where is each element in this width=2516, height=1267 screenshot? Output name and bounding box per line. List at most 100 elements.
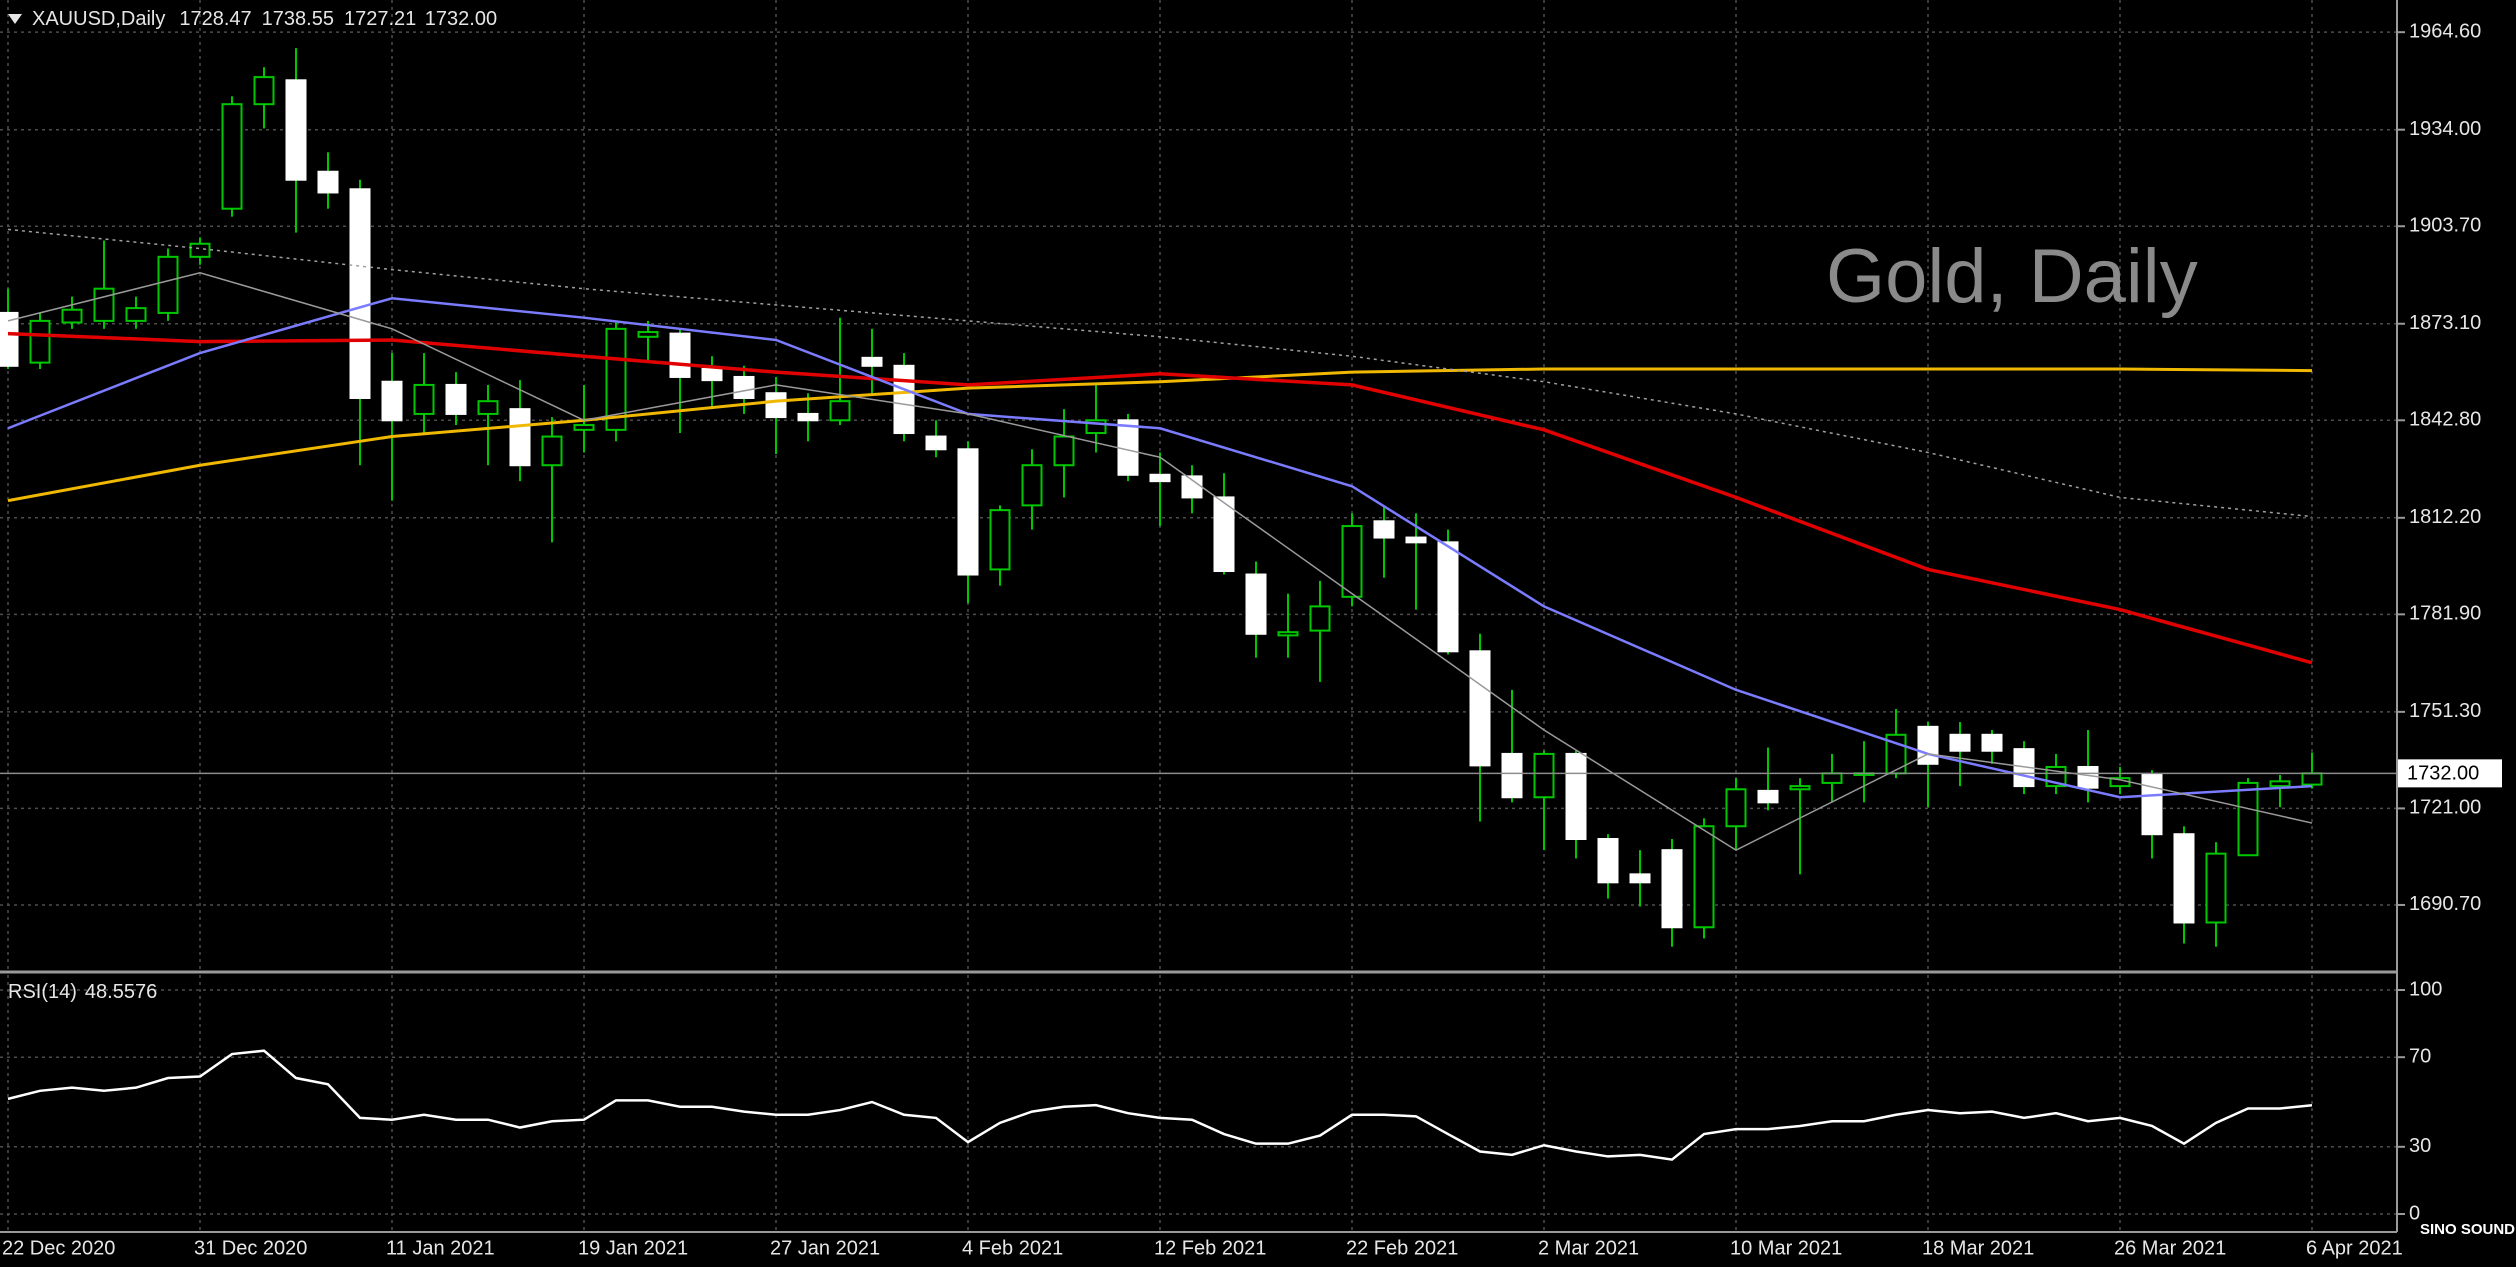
rsi-title: RSI(14) [8,981,77,1003]
candle-body [1789,785,1811,791]
y-tick-label: 1964.60 [2409,20,2481,42]
moving-average-line [7,367,2313,503]
candle-body [29,319,51,364]
x-tick-label: 19 Jan 2021 [578,1237,688,1259]
candle-body [765,392,787,419]
candle-body [1405,536,1427,544]
watermark-title: Gold, Daily [1826,234,2198,319]
y-tick-label: 1903.70 [2409,215,2481,237]
candle-body [1021,464,1043,507]
last-price-tag [2398,759,2502,788]
candle-body [1981,733,2003,752]
candle-body [1149,473,1171,483]
candle-body [253,76,275,106]
candle-body [2237,781,2259,857]
x-tick-label: 4 Feb 2021 [962,1237,1063,1259]
candle-body [0,311,19,367]
candle-body [93,287,115,322]
candle-body [861,356,883,367]
candle-body [1309,605,1331,632]
candle-body [61,308,83,324]
mark-layer [0,48,2397,1161]
y-tick-label: 0 [2409,1202,2420,1224]
candle-body [1757,789,1779,804]
x-tick-label: 6 Apr 2021 [2306,1237,2403,1259]
x-tick-label: 10 Mar 2021 [1730,1237,1842,1259]
y-tick-label: 1781.90 [2409,603,2481,625]
header-high: 1738.55 [262,8,334,30]
candle-body [1277,631,1299,637]
candle-body [2301,772,2323,786]
candle-body [477,400,499,415]
y-tick-label: 1812.20 [2409,506,2481,528]
candle-body [957,448,979,576]
x-tick-label: 27 Jan 2021 [770,1237,880,1259]
candle-body [1245,573,1267,635]
y-tick-label: 1721.00 [2409,797,2481,819]
candle-body [1469,650,1491,767]
candle-body [1341,525,1363,598]
x-tick-label: 22 Feb 2021 [1346,1237,1458,1259]
moving-average-line [7,271,2313,852]
candle-body [1117,419,1139,476]
x-tick-label: 22 Dec 2020 [2,1237,115,1259]
candle-body [1949,733,1971,752]
candle-body [2173,833,2195,924]
candle-body [1597,837,1619,884]
grid-layer [0,0,2397,1232]
y-tick-label: 100 [2409,978,2442,1000]
candle-body [1565,752,1587,840]
candle-body [1053,435,1075,467]
candle-body [1693,825,1715,929]
collapse-arrow [8,14,22,24]
candle-body [797,412,819,422]
y-tick-label: 30 [2409,1135,2431,1157]
x-tick-label: 11 Jan 2021 [386,1237,495,1259]
y-tick-label: 1934.00 [2409,118,2481,140]
candle-body [349,188,371,399]
candle-body [573,424,595,431]
candle-body [829,400,851,422]
candle-body [285,79,307,181]
candle-body [1501,752,1523,799]
candle-body [157,255,179,314]
candle-body [317,170,339,194]
y-tick-label: 70 [2409,1045,2431,1067]
last-price-label: 1732.00 [2407,763,2479,785]
rsi-header: RSI(14) 48.5576 [8,981,157,1003]
chart-header: XAUUSD,Daily 1728.47 1738.55 1727.21 1732.00 [32,8,497,30]
header-open: 1728.47 [179,8,251,30]
y-tick-label: 1873.10 [2409,312,2481,334]
candle-body [221,103,243,210]
candle-body [125,307,147,322]
candle-body [2205,852,2227,924]
rsi-line [7,1049,2313,1161]
candle-body [925,435,947,451]
candle-body [509,408,531,467]
candle-body [1821,772,1843,784]
candle-body [445,383,467,415]
candle-body [1373,520,1395,539]
candle-body [1917,725,1939,765]
candle-body [189,242,211,258]
moving-average-line [7,228,2313,518]
candle-body [2141,773,2163,836]
candle-body [2077,765,2099,789]
rsi-value: 48.5576 [85,981,157,1003]
x-tick-label: 2 Mar 2021 [1538,1237,1639,1259]
candle-body [669,332,691,378]
candle-body [989,509,1011,571]
x-tick-label: 31 Dec 2020 [194,1237,307,1259]
header-low: 1727.21 [344,8,416,30]
candle-body [1661,849,1683,929]
logo: SINO SOUND [2420,1221,2515,1238]
x-tick-label: 18 Mar 2021 [1922,1237,2034,1259]
candle-body [605,327,627,431]
candle-body [733,375,755,399]
moving-average-line [7,331,2313,665]
x-tick-label: 26 Mar 2021 [2114,1237,2226,1259]
candle-body [2269,780,2291,788]
candle-body [1629,873,1651,884]
header-close: 1732.00 [425,8,497,30]
